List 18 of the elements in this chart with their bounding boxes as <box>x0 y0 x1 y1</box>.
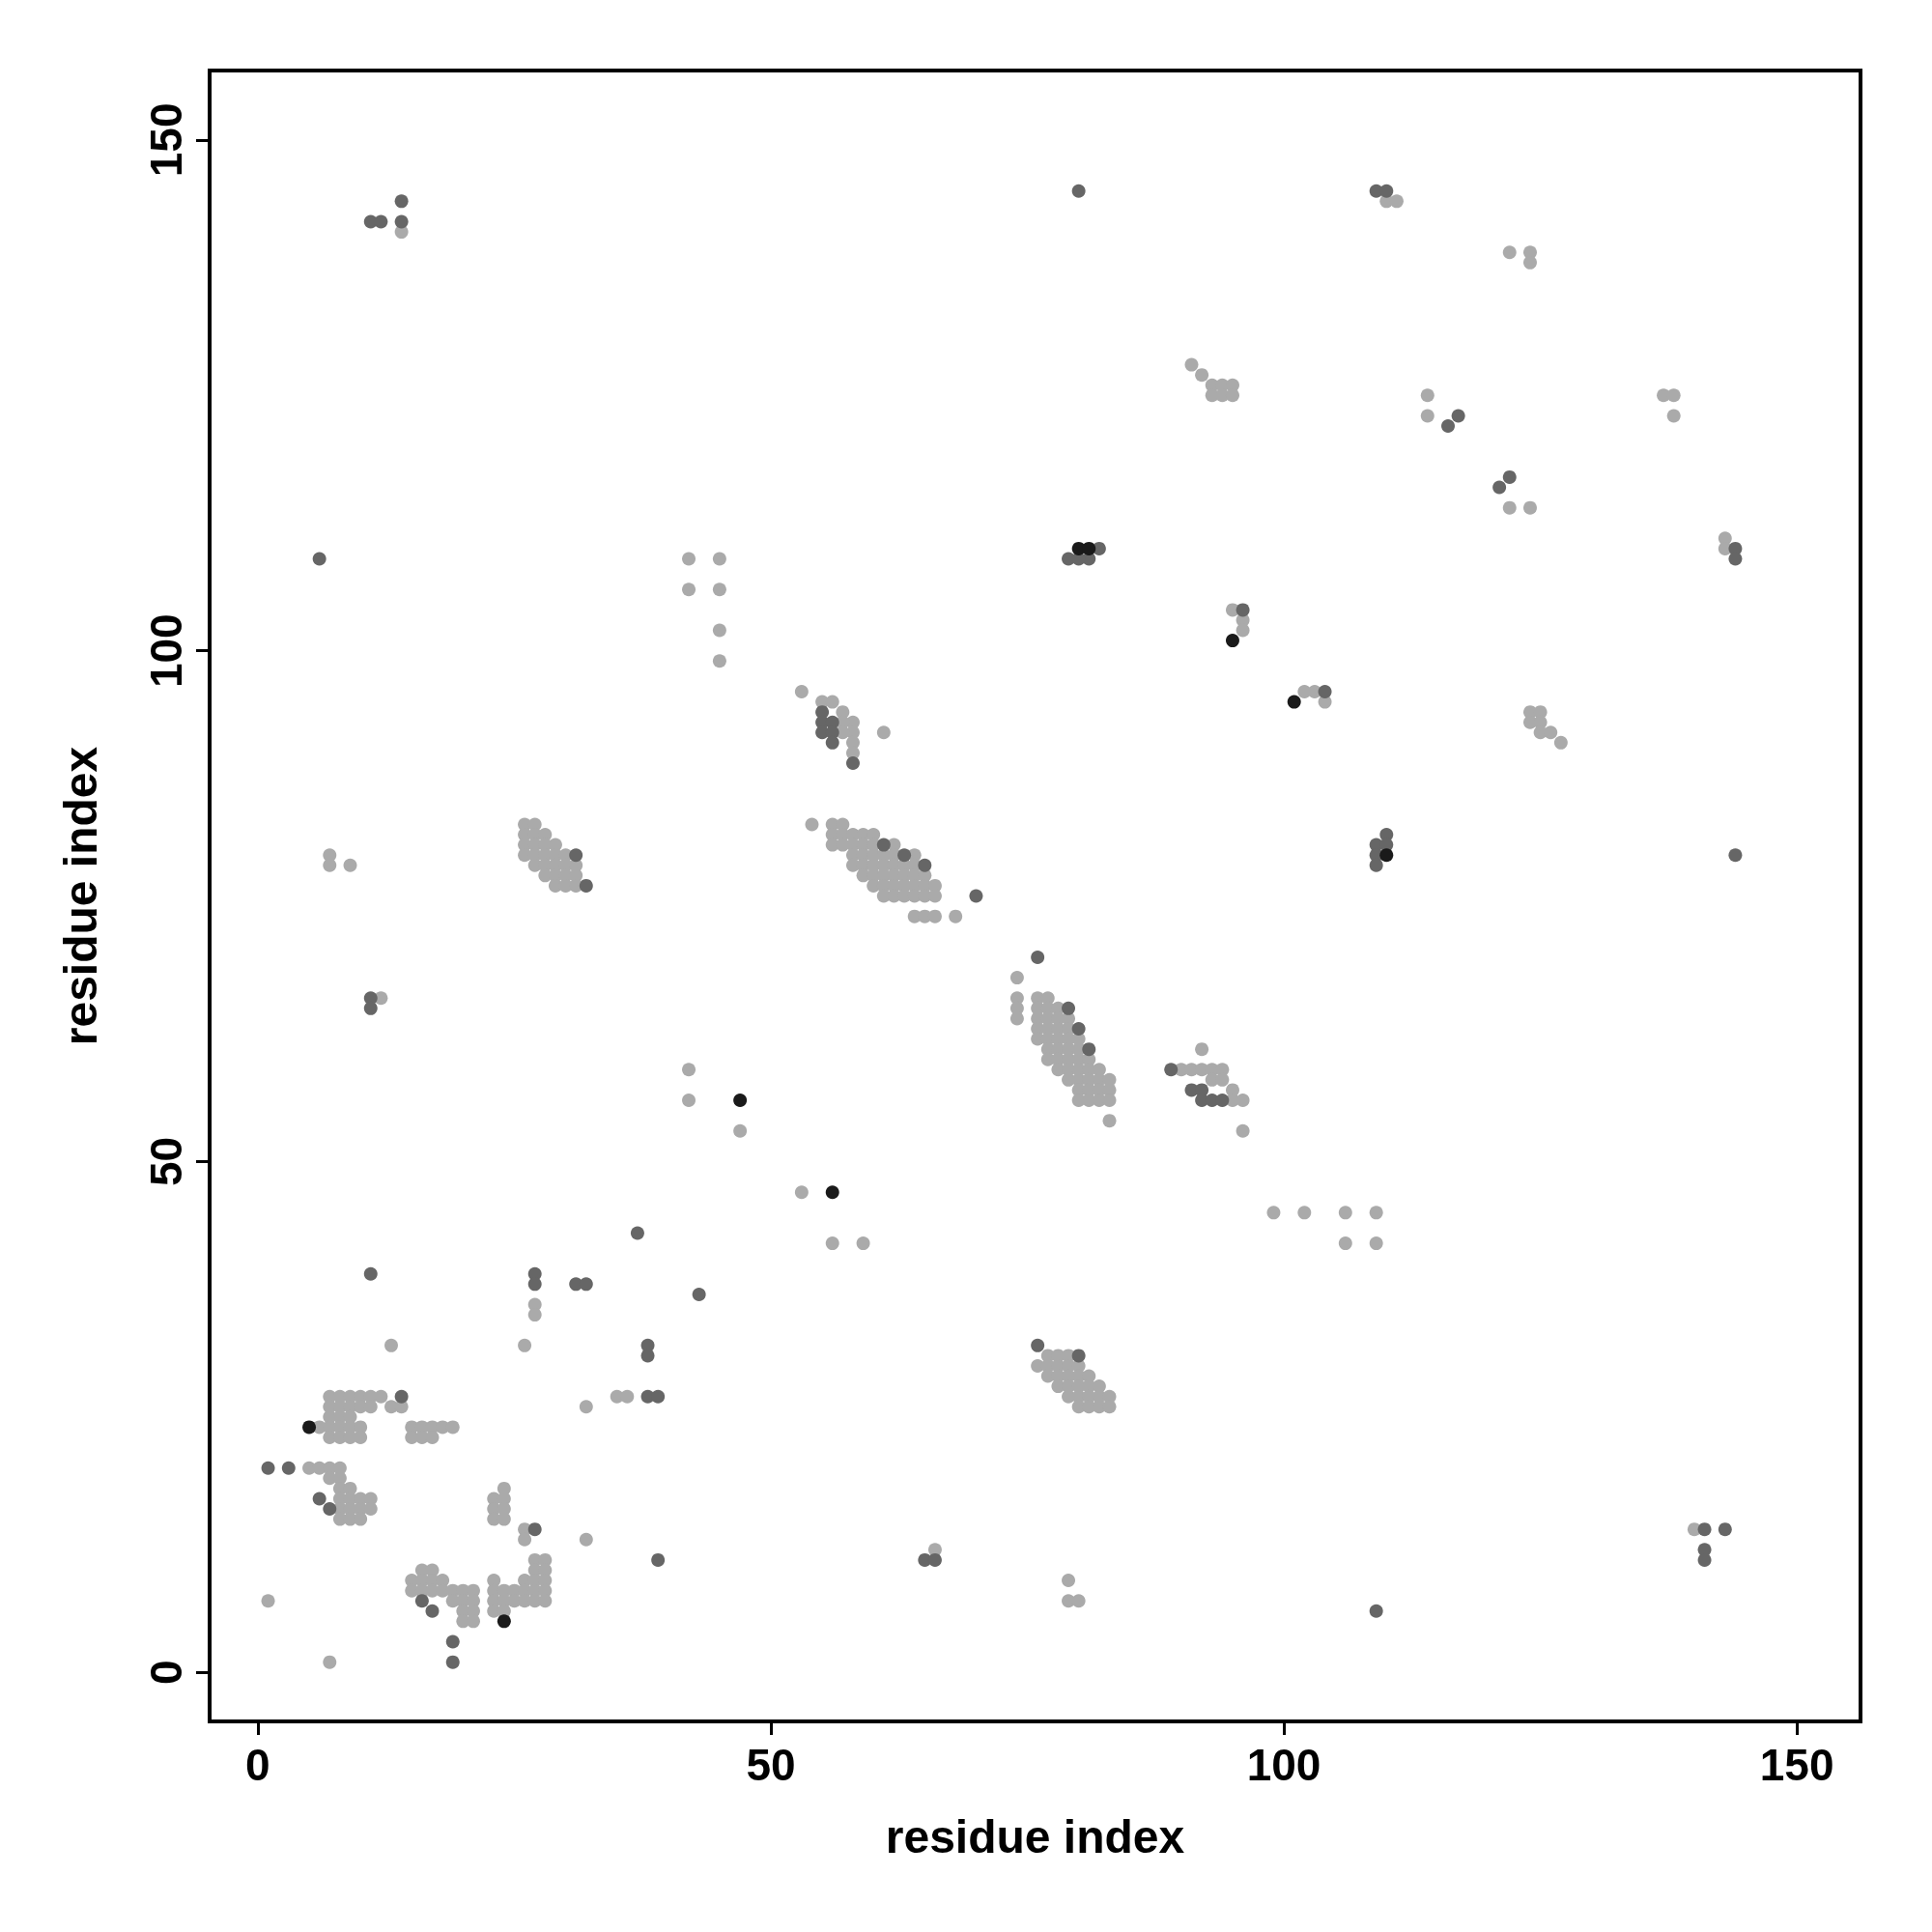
x-axis-title: residue index <box>885 1810 1185 1862</box>
point <box>1082 541 1096 555</box>
point <box>1225 634 1239 648</box>
point <box>1287 695 1301 709</box>
y-tick-label: 100 <box>141 613 191 689</box>
y-tick-label: 0 <box>141 1660 191 1686</box>
point <box>825 1185 839 1200</box>
point <box>302 1420 317 1435</box>
x-tick-label: 150 <box>1759 1740 1834 1790</box>
y-tick-label: 150 <box>141 102 191 178</box>
point <box>733 1094 748 1108</box>
x-tick-label: 0 <box>245 1740 270 1790</box>
y-axis-title: residue index <box>54 746 106 1046</box>
point <box>497 1614 511 1629</box>
point <box>1379 848 1394 863</box>
y-tick-label: 50 <box>141 1136 191 1187</box>
x-tick-label: 50 <box>746 1740 796 1790</box>
x-tick-label: 100 <box>1246 1740 1321 1790</box>
